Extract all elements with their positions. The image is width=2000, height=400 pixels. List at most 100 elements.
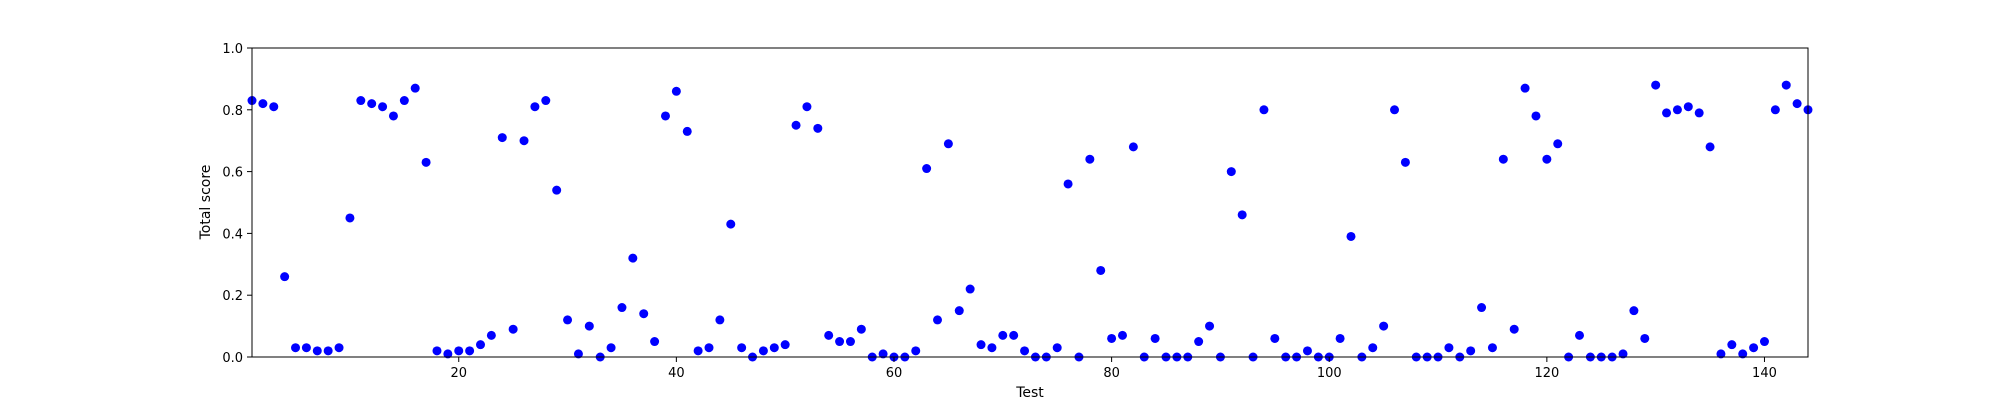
y-tick-label: 0.0 bbox=[222, 351, 243, 366]
points-layer bbox=[247, 80, 1813, 362]
data-point bbox=[1727, 340, 1737, 350]
y-tick-label: 0.4 bbox=[222, 227, 243, 242]
x-tick-label: 140 bbox=[1752, 366, 1777, 381]
data-point bbox=[987, 343, 997, 353]
data-point bbox=[933, 315, 943, 325]
data-point bbox=[660, 111, 670, 121]
data-point bbox=[1205, 321, 1215, 331]
data-point bbox=[1672, 105, 1682, 115]
data-point bbox=[1498, 154, 1508, 164]
x-tick-label: 60 bbox=[886, 366, 903, 381]
data-point bbox=[410, 83, 420, 93]
data-point bbox=[1651, 80, 1661, 90]
data-point bbox=[291, 343, 301, 353]
data-point bbox=[737, 343, 747, 353]
data-point bbox=[813, 123, 823, 133]
data-point bbox=[530, 102, 540, 112]
data-point bbox=[443, 349, 453, 359]
data-point bbox=[1553, 139, 1563, 149]
data-point bbox=[878, 349, 888, 359]
data-point bbox=[922, 164, 932, 174]
data-point bbox=[1738, 349, 1748, 359]
data-point bbox=[835, 337, 845, 347]
data-point bbox=[1759, 337, 1769, 347]
plot-frame bbox=[251, 47, 1809, 358]
data-point bbox=[280, 272, 290, 282]
data-point bbox=[421, 157, 431, 167]
data-point bbox=[323, 346, 333, 356]
data-point bbox=[1542, 154, 1552, 164]
data-point bbox=[682, 126, 692, 136]
data-point bbox=[1128, 142, 1138, 152]
x-tick-label: 20 bbox=[450, 366, 467, 381]
x-tick-label: 40 bbox=[668, 366, 685, 381]
data-point bbox=[1520, 83, 1530, 93]
data-point bbox=[1020, 346, 1030, 356]
data-point bbox=[1749, 343, 1759, 353]
x-axis-label: Test bbox=[1015, 385, 1044, 400]
data-point bbox=[345, 213, 355, 223]
data-point bbox=[650, 337, 660, 347]
y-tick-label: 0.2 bbox=[222, 289, 243, 304]
data-point bbox=[1368, 343, 1378, 353]
data-point bbox=[1379, 321, 1389, 331]
data-point bbox=[1683, 102, 1693, 112]
data-point bbox=[1444, 343, 1454, 353]
data-point bbox=[1259, 105, 1269, 115]
data-point bbox=[780, 340, 790, 350]
data-point bbox=[1390, 105, 1400, 115]
data-point bbox=[1466, 346, 1476, 356]
data-point bbox=[1335, 333, 1345, 343]
data-point bbox=[726, 219, 736, 229]
data-point bbox=[301, 343, 311, 353]
data-point bbox=[334, 343, 344, 353]
data-point bbox=[704, 343, 714, 353]
data-point bbox=[1629, 306, 1639, 316]
data-point bbox=[1640, 333, 1650, 343]
data-point bbox=[791, 120, 801, 130]
data-point bbox=[573, 349, 583, 359]
data-point bbox=[1770, 105, 1780, 115]
data-point bbox=[976, 340, 986, 350]
data-point bbox=[1509, 324, 1519, 334]
data-point bbox=[911, 346, 921, 356]
data-point bbox=[1052, 343, 1062, 353]
data-point bbox=[519, 136, 529, 146]
data-point bbox=[1194, 337, 1204, 347]
data-point bbox=[824, 330, 834, 340]
data-point bbox=[965, 284, 975, 294]
data-point bbox=[1574, 330, 1584, 340]
y-tick-label: 0.6 bbox=[222, 166, 243, 181]
data-point bbox=[541, 96, 551, 106]
x-tick-label: 100 bbox=[1317, 366, 1342, 381]
data-point bbox=[269, 102, 279, 112]
data-point bbox=[1531, 111, 1541, 121]
data-point bbox=[1150, 333, 1160, 343]
y-tick-label: 1.0 bbox=[222, 42, 243, 57]
data-point bbox=[856, 324, 866, 334]
data-point bbox=[693, 346, 703, 356]
data-point bbox=[617, 303, 627, 313]
data-point bbox=[1716, 349, 1726, 359]
data-point bbox=[486, 330, 496, 340]
data-point bbox=[998, 330, 1008, 340]
data-point bbox=[1618, 349, 1628, 359]
data-point bbox=[1781, 80, 1791, 90]
data-point bbox=[671, 86, 681, 96]
data-point bbox=[606, 343, 616, 353]
data-point bbox=[954, 306, 964, 316]
data-point bbox=[378, 102, 388, 112]
data-point bbox=[454, 346, 464, 356]
data-point bbox=[1400, 157, 1410, 167]
ticks-layer: 20 40 60 80 100 120 140 0.0 0.2 0.4 0.6 0.8 1.0 bbox=[222, 42, 1777, 381]
data-point bbox=[1302, 346, 1312, 356]
data-point bbox=[367, 99, 377, 109]
data-point bbox=[552, 185, 562, 195]
data-point bbox=[1237, 210, 1247, 220]
data-point bbox=[628, 253, 638, 263]
data-point bbox=[802, 102, 812, 112]
data-point bbox=[1063, 179, 1073, 189]
x-tick-label: 80 bbox=[1103, 366, 1120, 381]
data-point bbox=[1477, 303, 1487, 313]
